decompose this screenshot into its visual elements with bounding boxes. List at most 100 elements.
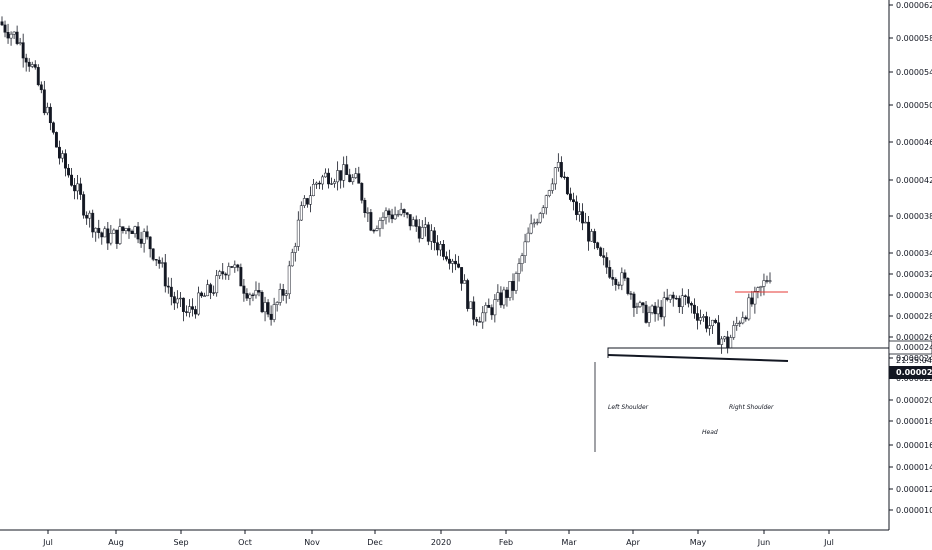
candle-body — [399, 209, 403, 215]
candle-body — [209, 284, 213, 293]
candle-body — [94, 227, 98, 233]
candle-body — [275, 302, 279, 305]
candle-body — [463, 280, 467, 284]
candle-body — [553, 167, 557, 185]
candle-body — [505, 289, 509, 298]
candle-body — [18, 42, 22, 44]
candle-body — [366, 212, 370, 214]
candle-body — [290, 252, 294, 267]
candle-body — [97, 227, 101, 233]
candle-body — [568, 193, 572, 200]
countdown-label: 21:35:04 — [896, 356, 932, 365]
candle-body — [24, 57, 28, 63]
candle-body — [445, 256, 448, 260]
candle-body — [469, 301, 473, 309]
candle-body — [339, 170, 343, 181]
candle-body — [562, 176, 566, 178]
candle-body — [393, 214, 397, 220]
candle-body — [556, 162, 560, 169]
candle-body — [708, 325, 711, 329]
candle-body — [741, 317, 745, 324]
candle-body — [163, 262, 167, 287]
candle-body — [689, 303, 693, 306]
candle-body — [705, 316, 708, 329]
candle-body — [578, 211, 581, 215]
candle-body — [756, 287, 760, 292]
candle-body — [296, 219, 300, 247]
candle-body — [124, 228, 128, 231]
candle-body — [269, 313, 273, 320]
candle-body — [759, 286, 763, 288]
candle-body — [39, 84, 43, 91]
candle-body — [254, 290, 258, 296]
candle-body — [472, 301, 476, 320]
candle-body — [526, 232, 530, 243]
candle-body — [659, 306, 663, 318]
candle-body — [381, 216, 385, 221]
candle-body — [6, 32, 10, 39]
candle-body — [372, 230, 376, 232]
candle-body — [330, 183, 334, 185]
candle-body — [311, 183, 315, 197]
x-ticks-group: Jul Aug Sep Oct Nov Dec 2020 Feb Mar Apr May Jun Jul — [42, 530, 834, 547]
candle-body — [647, 312, 651, 323]
y-tick-label: 0.00002000 — [896, 396, 932, 405]
candle-body — [735, 323, 739, 326]
candle-body — [321, 176, 324, 185]
candle-body — [299, 205, 303, 221]
candle-body — [175, 298, 179, 304]
candle-body — [511, 281, 515, 291]
y-tick-label: 0.00003800 — [896, 212, 932, 221]
candle-body — [699, 317, 702, 321]
candle-body — [136, 226, 140, 240]
candle-body — [572, 199, 575, 203]
candle-body — [448, 258, 451, 264]
candle-body — [305, 198, 309, 205]
y-tick-label: 0.00002800 — [896, 312, 932, 321]
y-tick-label: 0.00001800 — [896, 417, 932, 426]
candle-body — [36, 67, 40, 86]
current-price-label: 0.00002480 — [896, 343, 932, 352]
candle-body — [475, 319, 479, 322]
candle-body — [118, 226, 122, 244]
candle-body — [387, 210, 391, 216]
candle-body — [541, 207, 545, 214]
horizontal-level-line[interactable] — [607, 347, 889, 358]
candle-body — [702, 316, 705, 318]
time-axis-bg[interactable] — [0, 530, 932, 550]
candle-body — [236, 264, 240, 268]
price-axis-bg[interactable] — [889, 0, 932, 530]
candle-body — [157, 259, 161, 264]
y-tick-label: 0.00001600 — [896, 441, 932, 450]
candle-body — [188, 306, 191, 313]
candle-body — [215, 275, 219, 294]
candle-body — [729, 337, 733, 349]
candle-body — [414, 219, 418, 227]
candle-body — [348, 174, 352, 183]
candle-body — [360, 183, 364, 201]
candle-body — [293, 246, 297, 253]
candle-body — [720, 338, 724, 345]
candle-body — [67, 167, 70, 176]
x-tick-label: Jun — [757, 538, 771, 547]
candle-body — [169, 286, 173, 297]
candle-body — [544, 195, 548, 209]
candle-body — [635, 306, 639, 308]
candle-body — [200, 292, 204, 297]
candle-body — [732, 325, 736, 338]
neckline[interactable] — [607, 354, 789, 362]
candle-body — [12, 31, 16, 35]
candle-body — [587, 221, 591, 242]
candle-body — [357, 173, 361, 184]
y-tick-label: 0.00006200 — [896, 1, 932, 10]
x-tick-label: 2020 — [431, 538, 451, 547]
candle-body — [233, 264, 237, 268]
candle-body — [251, 294, 255, 296]
candle-body — [221, 271, 225, 275]
x-tick-label: Aug — [108, 538, 124, 547]
candle-body — [656, 306, 660, 315]
candle-body — [184, 311, 188, 313]
candle-body — [484, 305, 488, 314]
